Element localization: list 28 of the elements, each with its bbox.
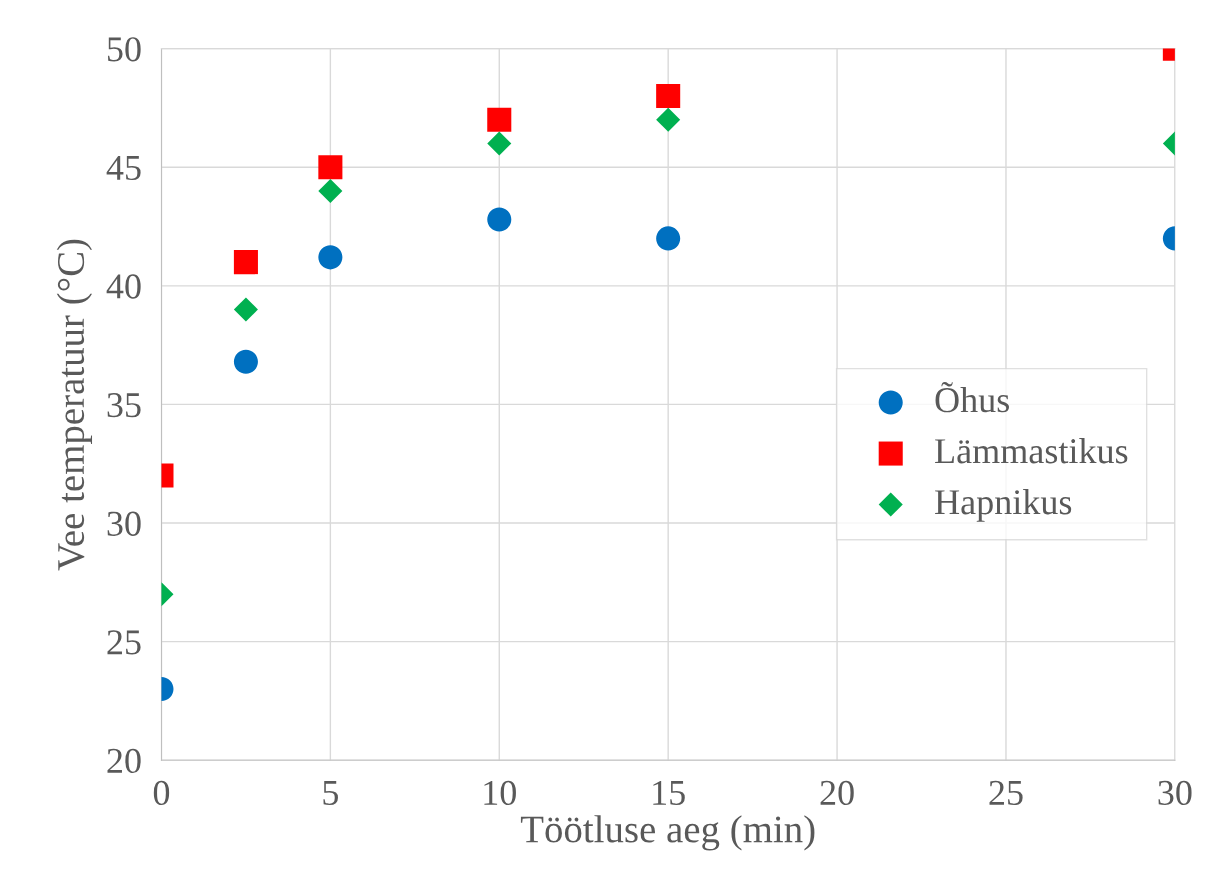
x-tick-label: 20	[820, 780, 854, 806]
point	[656, 107, 681, 132]
legend-label: Lämmastikus	[935, 437, 1128, 464]
point	[656, 226, 681, 251]
point	[318, 178, 343, 203]
y-axis-title: Vee temperatuur (°C)	[56, 239, 93, 571]
x-tick-label: 0	[153, 780, 170, 806]
point	[318, 155, 343, 180]
y-tick-label: 35	[107, 393, 141, 418]
x-tick-label: 25	[989, 780, 1023, 806]
y-tick-label: 20	[107, 748, 141, 774]
y-tick-label: 25	[107, 630, 141, 655]
point	[318, 245, 343, 270]
point	[487, 131, 512, 156]
x-tick-label: 30	[1158, 780, 1192, 806]
y-tick-label: 30	[107, 511, 141, 536]
x-tick-label: 15	[653, 780, 685, 806]
x-tick-label: 5	[323, 781, 338, 806]
y-tick-label: 50	[108, 37, 141, 62]
x-axis-title: Töötluse aeg (min)	[520, 815, 815, 851]
point	[487, 107, 512, 132]
point	[487, 207, 512, 232]
x-tick-label: 10	[484, 780, 516, 806]
point	[656, 84, 681, 109]
legend-label: Hapnikus	[935, 489, 1072, 522]
legend-label: Õhus	[935, 381, 1009, 413]
y-tick-label: 40	[106, 274, 141, 299]
y-tick-label: 45	[106, 155, 141, 181]
